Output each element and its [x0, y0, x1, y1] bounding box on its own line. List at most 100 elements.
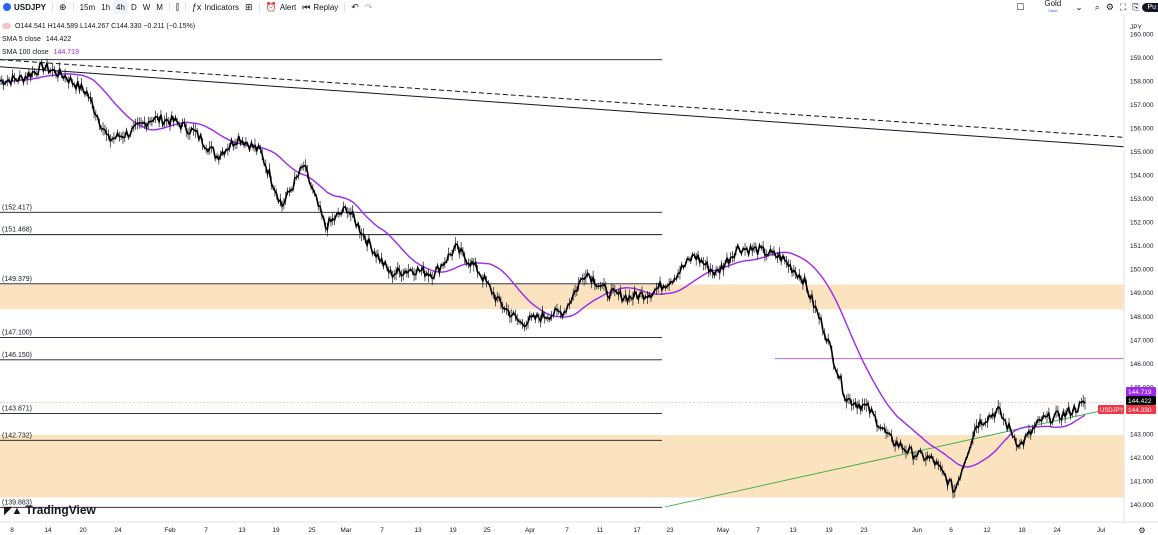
x-tick-18: 23 [666, 527, 674, 534]
undo-button[interactable]: ↶ [348, 0, 362, 14]
y-tick-142: 142.000 [1130, 455, 1154, 462]
layouts-button[interactable]: ⊞ [242, 0, 256, 14]
y-tick-143: 143.000 [1130, 431, 1154, 438]
y-tick-148: 148.000 [1130, 314, 1154, 321]
candles-icon: ⫿ [175, 1, 179, 12]
sma5-line [0, 60, 1086, 494]
level-label-2: (151.468) [2, 227, 32, 234]
level-label-6: (143.871) [2, 405, 32, 412]
chart-type-button[interactable]: ⫿ [173, 0, 182, 14]
interval-M[interactable]: M [156, 2, 163, 12]
level-label-5: (146.150) [2, 352, 32, 359]
y-tick-151: 151.000 [1130, 243, 1154, 250]
chart-legend: O144.541 H144.589 L144.267 C144.330 −0.2… [2, 20, 195, 59]
y-tick-150: 150.000 [1130, 267, 1154, 274]
x-tick-0: 8 [10, 527, 14, 534]
x-tick-3: 24 [114, 527, 122, 534]
x-tick-1: 14 [44, 527, 52, 534]
replay-button[interactable]: ⏮ Replay [299, 0, 341, 14]
x-tick-20: 7 [756, 527, 760, 534]
symbol-selector[interactable]: USDJPY [0, 0, 49, 14]
currency-label: JPY [1130, 24, 1143, 31]
replay-label: Replay [313, 2, 339, 12]
settings-button[interactable]: ⚙ [1103, 0, 1117, 14]
axis-settings-icon[interactable]: ⚙ [1138, 526, 1145, 535]
sma100-legend[interactable]: SMA 100 close 144.719 [2, 46, 195, 59]
gear-icon: ⚙ [1105, 1, 1114, 12]
interval-4h[interactable]: 4h [113, 0, 128, 14]
sma100-label: SMA 100 close [2, 49, 49, 56]
market-status-icon [2, 23, 11, 30]
y-tick-153: 153.000 [1130, 196, 1154, 203]
y-tick-154: 154.000 [1130, 173, 1154, 180]
sma5-label: SMA 5 close [2, 36, 41, 43]
tradingview-logo-text: TradingView [25, 503, 96, 517]
x-tick-6: 13 [238, 527, 246, 534]
y-tick-146: 146.000 [1130, 361, 1154, 368]
gold-label: Gold [1044, 0, 1062, 8]
x-tick-24: Jun [912, 527, 923, 534]
x-tick-8: 25 [308, 527, 316, 534]
price-zone-1 [0, 435, 1124, 498]
chevron-down-icon: ⌄ [1075, 1, 1083, 12]
interval-15m[interactable]: 15m [79, 2, 96, 12]
interval-W[interactable]: W [142, 2, 151, 12]
x-tick-5: 7 [204, 527, 208, 534]
plus-circle-icon: ⊕ [59, 1, 67, 12]
interval-group: 15m 1h 4h D W M [77, 0, 166, 14]
indicators-button[interactable]: ƒx Indicators [189, 0, 242, 14]
tradingview-logo: ◤▲ TradingView [4, 503, 96, 517]
x-tick-19: May [717, 527, 730, 534]
interval-D[interactable]: D [130, 2, 137, 12]
level-label-7: (142.732) [2, 432, 32, 439]
sma5-legend[interactable]: SMA 5 close 144.422 [2, 33, 195, 46]
horizontal-levels: (152.417) (151.468) (149.379) (147.100) (146… [0, 59, 1124, 508]
camera-icon: ⎘ [1132, 1, 1140, 12]
undo-icon: ↶ [351, 1, 359, 12]
y-tick-160: 160.000 [1130, 31, 1154, 38]
indicators-icon: ƒx [191, 2, 202, 12]
tradingview-logo-icon: ◤▲ [4, 504, 22, 517]
supply-demand-zones [0, 284, 1124, 498]
price-axis[interactable]: JPY140.000141.000142.000143.000144.00014… [1098, 14, 1156, 524]
snapshot-button[interactable]: ⎘ [1129, 0, 1142, 14]
user-badge: Pu [1142, 2, 1158, 12]
price-chart[interactable]: (152.417) (151.468) (149.379) (147.100) (146… [0, 14, 1158, 535]
alert-button[interactable]: ⏰ Alert [263, 0, 300, 14]
time-axis[interactable]: 8 14 20 24 Feb 7 13 19 25 Mar 7 13 19 25 Apr 7 11 17 23 May… [0, 521, 1158, 535]
y-tick-152: 152.000 [1130, 220, 1154, 227]
redo-button[interactable]: ↷ [362, 0, 376, 14]
badge-sma100 [1126, 386, 1156, 396]
gold-plan-button[interactable]: Gold Save ⌄ [1041, 0, 1085, 14]
badge-price-value: 144.330 [1128, 407, 1152, 414]
replay-icon: ⏮ [302, 1, 311, 12]
level-label-1: (152.417) [2, 204, 32, 211]
y-tick-141: 141.000 [1130, 479, 1154, 486]
compare-button[interactable]: ⊕ [56, 0, 70, 14]
fullscreen-icon: ⛶ [1119, 1, 1127, 12]
uptrend-support-line [664, 405, 1125, 508]
redo-icon: ↷ [364, 1, 373, 12]
sma5-value: 144.422 [45, 36, 72, 43]
x-tick-12: 19 [449, 527, 457, 534]
search-icon: ⌕ [1094, 1, 1100, 12]
top-toolbar: USDJPY ⊕ 15m 1h 4h D W M ⫿ ƒx Indicators ⊞ ⏰ Al… [0, 0, 1158, 14]
square-icon: ☐ [1016, 1, 1025, 12]
badge-symbol-tag [1098, 404, 1124, 414]
fullscreen-button[interactable]: ⛶ [1117, 0, 1129, 14]
x-tick-25: 6 [949, 527, 953, 534]
x-tick-7: 19 [272, 527, 280, 534]
downtrend-line-solid [0, 66, 1125, 148]
x-tick-26: 12 [983, 527, 991, 534]
ohlc-row: O144.541 H144.589 L144.267 C144.330 −0.2… [2, 20, 195, 33]
y-tick-149: 149.000 [1130, 290, 1154, 297]
x-tick-9: Mar [340, 527, 352, 534]
badge-sma5 [1126, 395, 1156, 405]
layout-checkbox[interactable]: ☐ [1013, 0, 1027, 14]
x-tick-15: 7 [565, 527, 569, 534]
publish-button[interactable]: Pu [1142, 0, 1158, 14]
interval-1h[interactable]: 1h [101, 2, 111, 12]
y-tick-147: 147.000 [1130, 337, 1154, 344]
x-tick-21: 13 [789, 527, 797, 534]
quick-search-button[interactable]: ⌕ [1092, 0, 1103, 14]
